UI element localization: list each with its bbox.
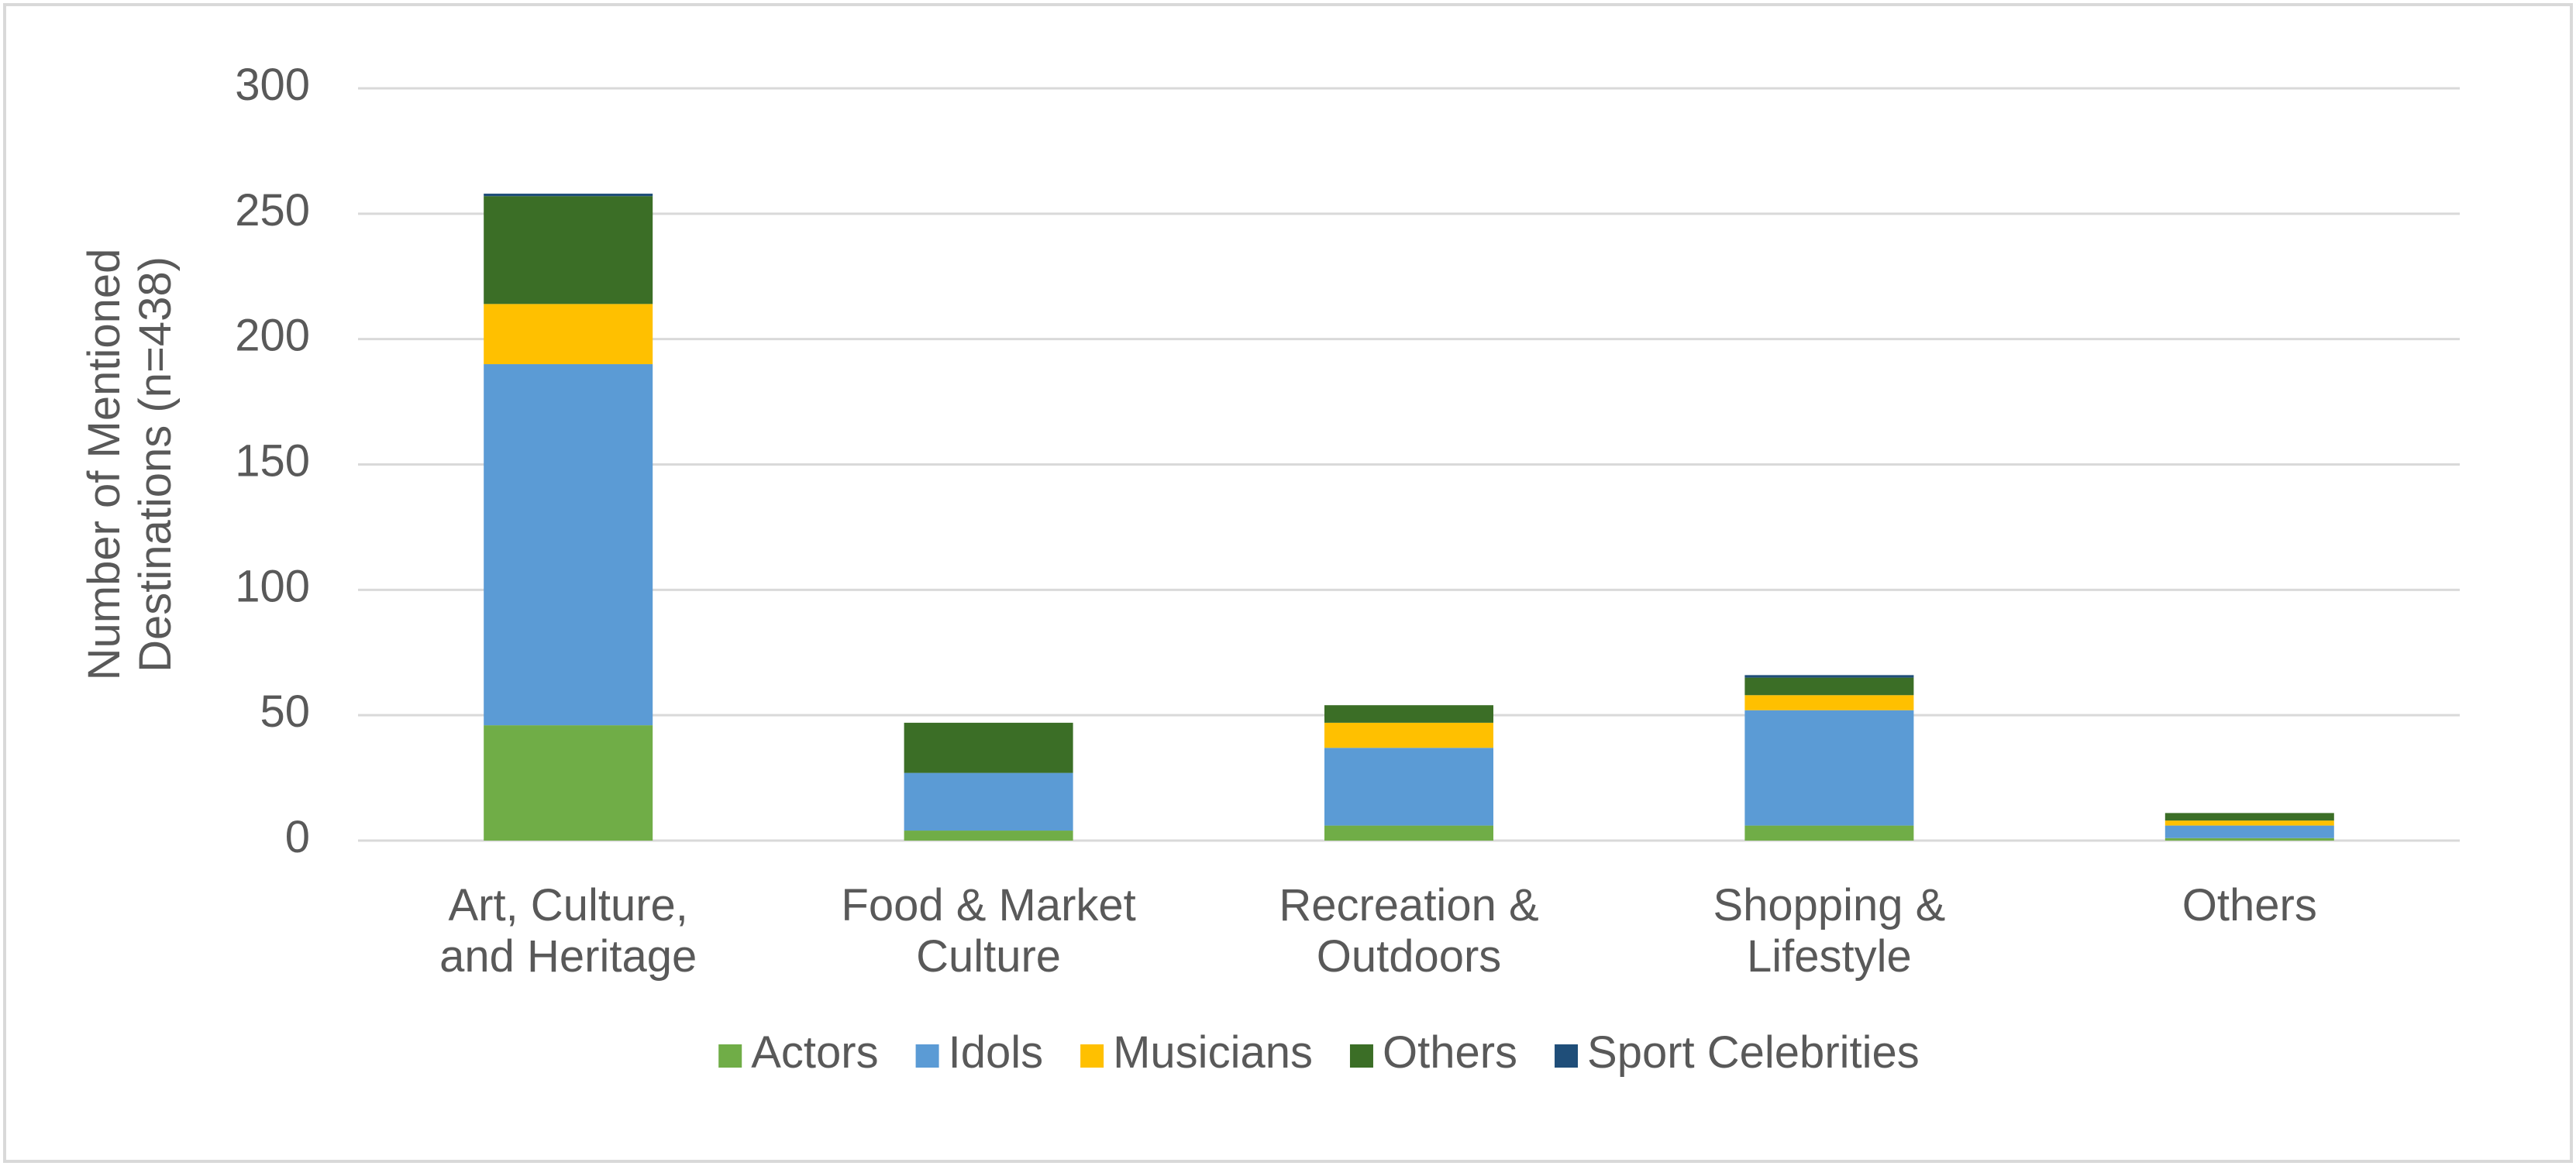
bar-segment <box>904 722 1073 773</box>
bar-segment <box>1744 677 1914 696</box>
x-tick-label: Recreation & Outdoors <box>1279 880 1538 982</box>
bar-segment <box>1744 710 1914 826</box>
y-tick-label: 100 <box>235 562 310 612</box>
chart-border <box>3 3 2573 1163</box>
bar-segment <box>1324 705 1493 723</box>
y-tick-label: 0 <box>285 812 310 862</box>
bar-segment <box>2164 825 2334 838</box>
y-tick-label: 300 <box>235 60 310 110</box>
bar-segment <box>484 725 653 841</box>
legend-swatch <box>915 1044 939 1068</box>
x-tick-label: Art, Culture, and Heritage <box>439 880 697 982</box>
bar-segment <box>2164 813 2334 821</box>
x-tick-label: Others <box>2182 880 2317 930</box>
y-tick-label: 250 <box>235 185 310 236</box>
y-tick-label: 50 <box>260 686 310 737</box>
legend-label: Idols <box>949 1027 1044 1078</box>
y-axis-label: Number of MentionedDestinations (n=438) <box>79 249 181 681</box>
y-tick-label: 200 <box>235 311 310 361</box>
legend-swatch <box>1349 1044 1373 1068</box>
x-tick-label: Shopping & Lifestyle <box>1713 880 1945 982</box>
legend-label: Sport Celebrities <box>1587 1027 1920 1078</box>
legend-label: Others <box>1383 1027 1517 1078</box>
bar-segment <box>1324 825 1493 841</box>
bar-segment <box>2164 838 2334 841</box>
bar-segment <box>1324 748 1493 826</box>
bar-segment <box>484 196 653 304</box>
bar-segment <box>1744 825 1914 841</box>
bar-segment <box>484 364 653 726</box>
bar-segment <box>904 772 1073 831</box>
legend-label: Actors <box>751 1027 878 1078</box>
bar-segment <box>904 831 1073 841</box>
bar-segment <box>484 193 653 197</box>
bar-segment <box>2164 820 2334 826</box>
legend-swatch <box>1080 1044 1104 1068</box>
bar-segment <box>1744 675 1914 678</box>
y-tick-label: 150 <box>235 436 310 487</box>
bar-segment <box>484 304 653 365</box>
legend-swatch <box>718 1044 742 1068</box>
legend-swatch <box>1555 1044 1579 1068</box>
bar-segment <box>1324 722 1493 748</box>
x-tick-label: Food & Market Culture <box>841 880 1135 982</box>
legend-label: Musicians <box>1113 1027 1313 1078</box>
bar-segment <box>1744 695 1914 710</box>
